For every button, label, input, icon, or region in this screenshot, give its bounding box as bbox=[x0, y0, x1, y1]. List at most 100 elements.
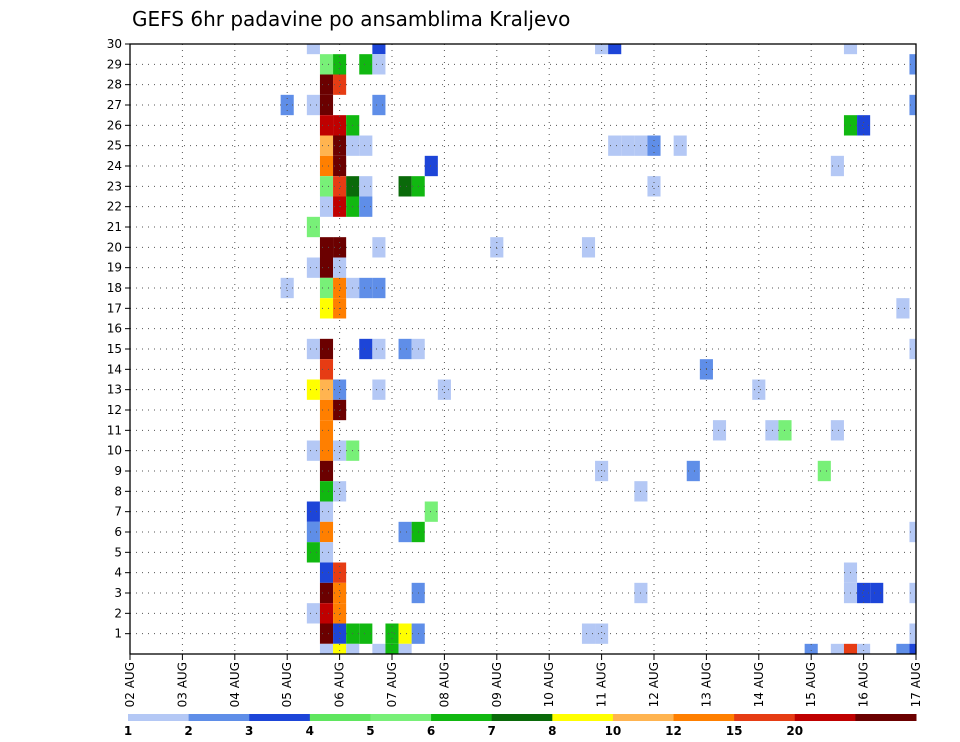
y-tick-label: 25 bbox=[107, 139, 122, 153]
y-tick-label: 26 bbox=[107, 118, 122, 132]
y-tick-label: 17 bbox=[107, 301, 122, 315]
heatmap-cell bbox=[595, 623, 609, 644]
heatmap-cell bbox=[280, 277, 294, 299]
colorbar-label: 8 bbox=[548, 724, 556, 738]
heatmap-cell bbox=[765, 420, 779, 441]
y-tick-label: 3 bbox=[114, 586, 122, 600]
x-axis: 02 AUG 03 AUG 04 AUG 05 AUG 06 AUG 07 AUG 08 A… bbox=[123, 654, 923, 707]
heatmap-cell bbox=[333, 440, 347, 461]
colorbar-swatch bbox=[491, 714, 553, 721]
heatmap-cell bbox=[372, 54, 386, 75]
heatmap-cell bbox=[830, 420, 844, 441]
colorbar-swatch bbox=[431, 714, 493, 721]
heatmap-cell bbox=[306, 216, 320, 238]
y-tick-label: 1 bbox=[114, 627, 122, 641]
heatmap-cell bbox=[673, 135, 687, 156]
colorbar-swatch bbox=[309, 714, 371, 721]
y-tick-label: 12 bbox=[107, 403, 122, 417]
colorbar-swatch bbox=[128, 714, 190, 721]
heatmap-cell bbox=[398, 643, 412, 654]
heatmap-cell bbox=[333, 257, 347, 278]
heatmap-cell bbox=[857, 582, 871, 604]
heatmap-cell bbox=[372, 643, 386, 654]
colorbar-label: 1 bbox=[124, 724, 132, 738]
heatmap-cell bbox=[686, 460, 700, 482]
x-tick-label: 14 AUG bbox=[752, 662, 766, 707]
y-tick-label: 8 bbox=[114, 484, 122, 498]
heatmap-cell bbox=[319, 603, 334, 624]
heatmap-cell bbox=[817, 460, 831, 482]
heatmap-cell bbox=[333, 155, 347, 177]
heatmap-cell bbox=[830, 643, 844, 654]
y-tick-label: 24 bbox=[107, 159, 122, 173]
heatmap-cell bbox=[843, 44, 858, 55]
heatmap-cell bbox=[319, 298, 334, 319]
heatmap-cell bbox=[319, 359, 334, 380]
heatmap-cell bbox=[333, 115, 347, 136]
heatmap-cell bbox=[346, 643, 360, 654]
colorbar-swatch bbox=[552, 714, 614, 721]
x-tick-label: 08 AUG bbox=[437, 662, 451, 707]
colorbar-swatch bbox=[855, 714, 917, 721]
heatmap-cell bbox=[372, 338, 386, 360]
heatmap-cell bbox=[333, 481, 347, 502]
y-tick-label: 10 bbox=[107, 444, 122, 458]
heatmap-cell bbox=[333, 643, 347, 654]
heatmap-cell bbox=[398, 176, 412, 197]
heatmap-cell bbox=[333, 582, 347, 604]
colorbar-label: 12 bbox=[665, 724, 682, 738]
heatmap-cell bbox=[319, 460, 334, 482]
colorbar-label: 7 bbox=[488, 724, 496, 738]
heatmap-cell bbox=[319, 257, 334, 278]
heatmap-cell bbox=[319, 176, 334, 197]
heatmap-cell bbox=[647, 135, 661, 156]
y-tick-label: 30 bbox=[107, 37, 122, 51]
heatmap-cell bbox=[359, 277, 373, 299]
heatmap-cell bbox=[319, 94, 334, 116]
heatmap-cell bbox=[306, 44, 320, 55]
y-tick-label: 21 bbox=[107, 220, 122, 234]
heatmap-cell bbox=[870, 582, 884, 604]
y-tick-label: 11 bbox=[107, 423, 122, 437]
heatmap-cell bbox=[319, 643, 334, 654]
heatmap-cell bbox=[306, 257, 320, 278]
heatmap-cell bbox=[306, 379, 320, 400]
y-axis: 1234567891011121314151617181920212223242… bbox=[107, 37, 130, 641]
heatmap-cell bbox=[372, 277, 386, 299]
y-tick-label: 29 bbox=[107, 57, 122, 71]
colorbar-swatch bbox=[673, 714, 735, 721]
heatmap-cell bbox=[398, 521, 412, 543]
heatmap-cell bbox=[359, 623, 373, 644]
y-tick-label: 5 bbox=[114, 545, 122, 559]
heatmap-cell bbox=[359, 54, 373, 75]
heatmap-cell bbox=[319, 135, 334, 156]
heatmap-cell bbox=[843, 643, 858, 654]
heatmap-cell bbox=[712, 420, 727, 441]
colorbar-label: 20 bbox=[786, 724, 803, 738]
heatmap-cell bbox=[752, 379, 766, 400]
heatmap-cell bbox=[333, 623, 347, 644]
colorbar-swatch bbox=[794, 714, 856, 721]
heatmap-cell bbox=[319, 420, 334, 441]
colorbar-label: 3 bbox=[245, 724, 253, 738]
x-tick-label: 07 AUG bbox=[385, 662, 399, 707]
colorbar-legend: 1 2 3 4 5 6 7 8 10 12 15 20 bbox=[124, 714, 917, 738]
y-tick-label: 15 bbox=[107, 342, 122, 356]
heatmap-cell bbox=[896, 643, 910, 654]
heatmap-cell bbox=[333, 54, 347, 75]
x-tick-label: 04 AUG bbox=[228, 662, 242, 707]
colorbar-swatch bbox=[734, 714, 796, 721]
heatmap-cell bbox=[306, 521, 320, 543]
heatmap-cell bbox=[306, 338, 320, 360]
heatmap-cell bbox=[319, 338, 334, 360]
heatmap-cell bbox=[333, 74, 347, 95]
heatmap-cell bbox=[830, 155, 844, 177]
heatmap-cell bbox=[437, 379, 451, 400]
y-tick-label: 9 bbox=[114, 464, 122, 478]
x-tick-label: 09 AUG bbox=[490, 662, 504, 707]
grid-lines bbox=[130, 44, 916, 654]
heatmap-cell bbox=[333, 277, 347, 299]
heatmap-cell bbox=[319, 155, 334, 177]
y-tick-label: 6 bbox=[114, 525, 122, 539]
